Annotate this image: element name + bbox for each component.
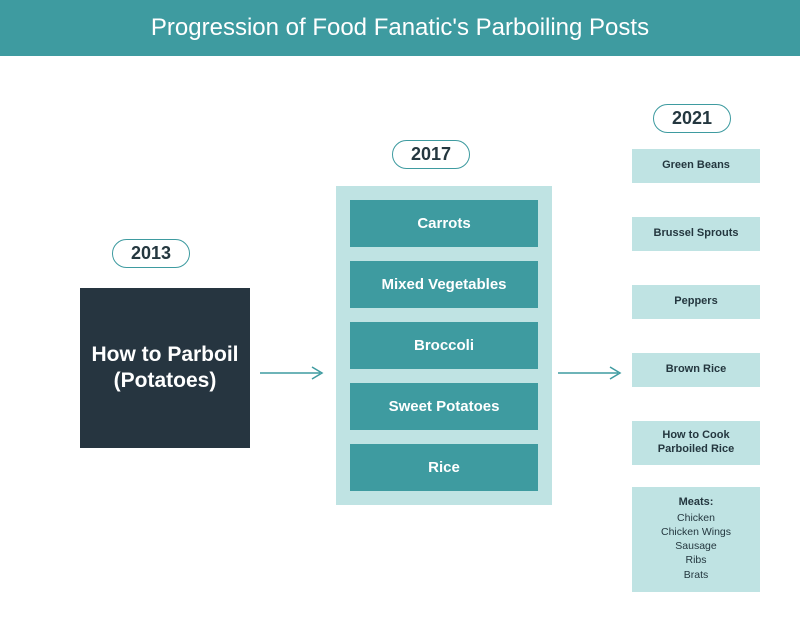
col2-item: Mixed Vegetables	[350, 261, 538, 308]
col3-meats-line: Ribs	[636, 553, 756, 567]
col2-item: Sweet Potatoes	[350, 383, 538, 430]
col2-container: Carrots Mixed Vegetables Broccoli Sweet …	[336, 186, 552, 505]
col3-meats: Meats: Chicken Chicken Wings Sausage Rib…	[632, 487, 760, 592]
year-pill-2013: 2013	[112, 239, 190, 268]
col3-meats-line: Chicken Wings	[636, 525, 756, 539]
year-pill-2017: 2017	[392, 140, 470, 169]
col3-meats-line: Chicken	[636, 511, 756, 525]
col2-item: Rice	[350, 444, 538, 491]
col3-item: Peppers	[632, 285, 760, 319]
col3-meats-title: Meats:	[636, 495, 756, 510]
col3-item: Brussel Sprouts	[632, 217, 760, 251]
col3-meats-line: Brats	[636, 568, 756, 582]
col3-item: How to Cook Parboiled Rice	[632, 421, 760, 465]
col2-item: Broccoli	[350, 322, 538, 369]
page-title: Progression of Food Fanatic's Parboiling…	[0, 0, 800, 56]
col3-item: Green Beans	[632, 149, 760, 183]
diagram-stage: 2013 2017 2021 How to Parboil (Potatoes)…	[0, 56, 800, 636]
col2-item: Carrots	[350, 200, 538, 247]
col1-card: How to Parboil (Potatoes)	[80, 288, 250, 448]
col3-item: Brown Rice	[632, 353, 760, 387]
col3-meats-line: Sausage	[636, 539, 756, 553]
col1-label: How to Parboil (Potatoes)	[90, 342, 240, 395]
year-pill-2021: 2021	[653, 104, 731, 133]
